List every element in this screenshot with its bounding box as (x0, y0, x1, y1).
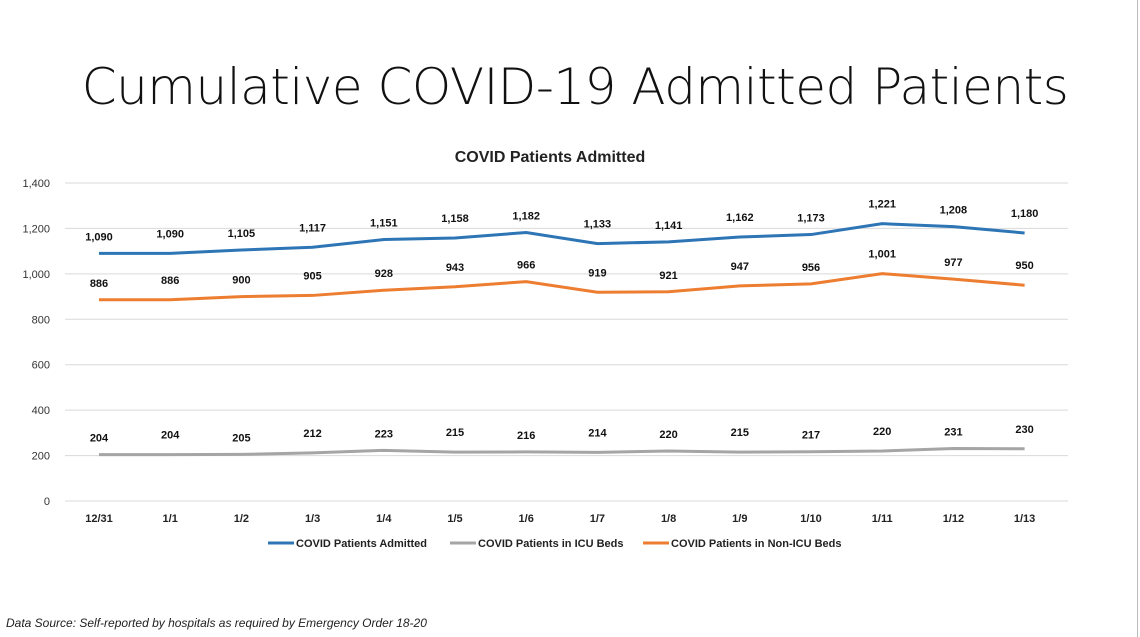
data-label: 921 (659, 270, 677, 282)
data-label: 212 (303, 428, 321, 440)
y-tick-label: 200 (32, 451, 50, 463)
x-tick-label: 1/2 (234, 513, 249, 525)
y-tick-label: 800 (32, 314, 50, 326)
series-line (99, 222, 1025, 255)
data-label: 977 (944, 257, 962, 269)
data-label: 1,162 (726, 212, 754, 224)
legend-label: COVID Patients in ICU Beds (478, 538, 623, 550)
y-tick-label: 0 (44, 496, 50, 508)
series-line (99, 447, 1025, 457)
data-label: 214 (588, 427, 607, 439)
data-label: 905 (303, 270, 321, 282)
data-label: 1,117 (299, 222, 326, 234)
x-tick-label: 1/7 (590, 513, 605, 525)
data-label: 215 (446, 427, 464, 439)
data-label: 1,090 (85, 231, 113, 243)
y-tick-label: 1,400 (22, 178, 50, 190)
data-label: 220 (659, 429, 677, 441)
data-label: 950 (1015, 260, 1033, 272)
data-label: 1,141 (655, 220, 683, 232)
data-label: 1,105 (228, 228, 256, 240)
data-label: 1,180 (1011, 208, 1039, 220)
data-label: 966 (517, 260, 535, 272)
data-source-footer: Data Source: Self-reported by hospitals … (6, 616, 427, 630)
data-label: 216 (517, 430, 535, 442)
x-tick-label: 1/10 (800, 513, 821, 525)
x-tick-label: 1/13 (1014, 513, 1035, 525)
legend-label: COVID Patients Admitted (296, 538, 427, 550)
slide-title: Cumulative COVID-19 Admitted Patients (81, 58, 1069, 116)
data-label: 215 (731, 427, 749, 439)
x-tick-label: 1/6 (519, 513, 534, 525)
data-label: 231 (944, 427, 962, 439)
data-label: 217 (802, 430, 820, 442)
x-tick-label: 1/1 (163, 513, 178, 525)
data-label: 1,158 (441, 213, 469, 225)
x-tick-label: 1/11 (872, 513, 893, 525)
data-label: 947 (731, 261, 749, 273)
chart-title: COVID Patients Admitted (455, 149, 646, 166)
data-label: 230 (1015, 424, 1033, 436)
y-tick-label: 400 (32, 405, 50, 417)
data-label: 205 (232, 432, 250, 444)
series-line (99, 272, 1025, 302)
data-label: 1,151 (370, 218, 398, 230)
slide-border (1137, 0, 1138, 637)
data-label: 1,221 (868, 199, 896, 211)
data-label: 223 (375, 428, 393, 440)
data-label: 900 (232, 275, 250, 287)
x-tick-label: 1/3 (305, 513, 320, 525)
y-tick-label: 600 (32, 360, 50, 372)
x-tick-label: 12/31 (85, 513, 113, 525)
data-label: 886 (90, 278, 108, 290)
data-label: 956 (802, 262, 820, 274)
data-label: 943 (446, 262, 464, 274)
x-tick-label: 1/8 (661, 513, 676, 525)
x-tick-label: 1/12 (943, 513, 964, 525)
x-tick-label: 1/5 (447, 513, 462, 525)
data-label: 919 (588, 267, 606, 279)
data-label: 1,133 (584, 219, 612, 231)
data-label: 220 (873, 426, 891, 438)
y-tick-label: 1,200 (22, 223, 50, 235)
data-label: 928 (375, 268, 393, 280)
data-label: 204 (90, 433, 109, 445)
data-label: 1,182 (512, 211, 540, 223)
data-label: 1,173 (797, 213, 825, 225)
x-tick-label: 1/4 (376, 513, 392, 525)
data-label: 1,090 (156, 228, 184, 240)
data-label: 886 (161, 275, 179, 287)
legend-label: COVID Patients in Non-ICU Beds (671, 538, 842, 550)
x-tick-label: 1/9 (732, 513, 747, 525)
data-label: 1,208 (940, 205, 968, 217)
data-label: 204 (161, 430, 180, 442)
data-label: 1,001 (868, 249, 896, 261)
y-tick-label: 1,000 (22, 269, 50, 281)
